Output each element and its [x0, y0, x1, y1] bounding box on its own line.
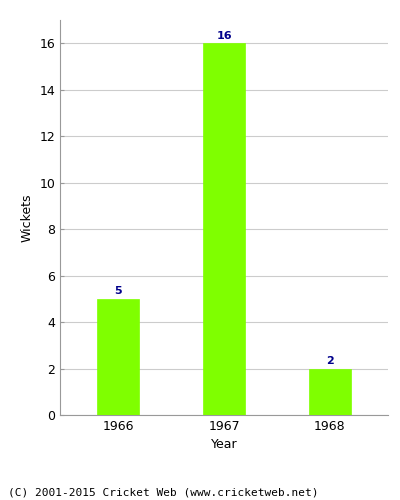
- Bar: [309, 368, 351, 415]
- Text: 5: 5: [114, 286, 122, 296]
- Text: 16: 16: [216, 31, 232, 41]
- Bar: [97, 299, 139, 415]
- Y-axis label: Wickets: Wickets: [21, 193, 34, 242]
- X-axis label: Year: Year: [211, 438, 237, 452]
- Bar: [203, 43, 245, 415]
- Text: (C) 2001-2015 Cricket Web (www.cricketweb.net): (C) 2001-2015 Cricket Web (www.cricketwe…: [8, 488, 318, 498]
- Text: 2: 2: [326, 356, 334, 366]
